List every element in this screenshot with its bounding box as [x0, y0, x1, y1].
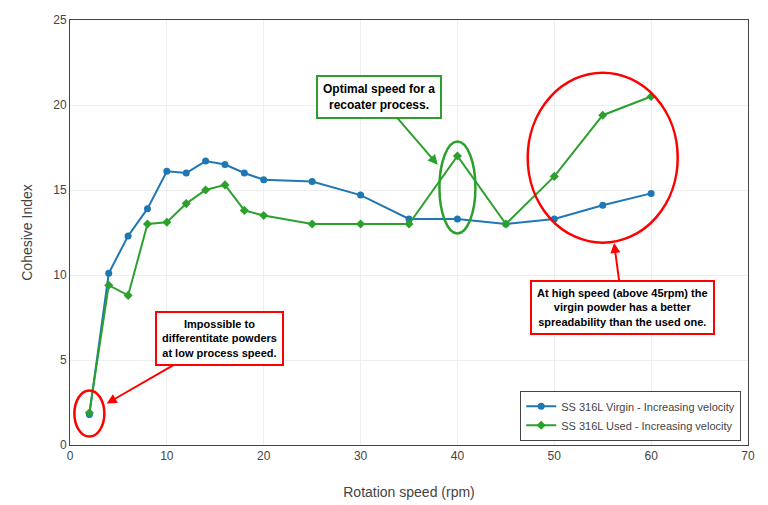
svg-text:40: 40 — [451, 449, 465, 463]
svg-text:10: 10 — [160, 449, 174, 463]
svg-text:10: 10 — [53, 268, 67, 282]
svg-text:30: 30 — [354, 449, 368, 463]
svg-text:Optimal speed for arecoater pr: Optimal speed for arecoater process. — [323, 82, 435, 112]
svg-text:70: 70 — [741, 449, 755, 463]
svg-text:SS 316L Used - Increasing velo: SS 316L Used - Increasing velocity — [561, 420, 732, 432]
svg-text:Cohesive Index: Cohesive Index — [19, 184, 35, 281]
svg-text:5: 5 — [60, 353, 67, 367]
svg-text:20: 20 — [257, 449, 271, 463]
svg-text:50: 50 — [548, 449, 562, 463]
svg-text:60: 60 — [644, 449, 658, 463]
svg-text:At high speed (above 45rpm) th: At high speed (above 45rpm) thevirgin po… — [537, 287, 708, 328]
svg-text:Rotation speed (rpm): Rotation speed (rpm) — [343, 484, 475, 500]
svg-text:25: 25 — [53, 13, 67, 27]
svg-text:SS 316L Virgin - Increasing ve: SS 316L Virgin - Increasing velocity — [561, 401, 735, 413]
svg-text:0: 0 — [67, 449, 74, 463]
svg-text:Impossible todifferentitate po: Impossible todifferentitate powdersat lo… — [162, 318, 277, 359]
svg-text:0: 0 — [60, 438, 67, 452]
svg-text:20: 20 — [53, 98, 67, 112]
svg-text:15: 15 — [53, 183, 67, 197]
